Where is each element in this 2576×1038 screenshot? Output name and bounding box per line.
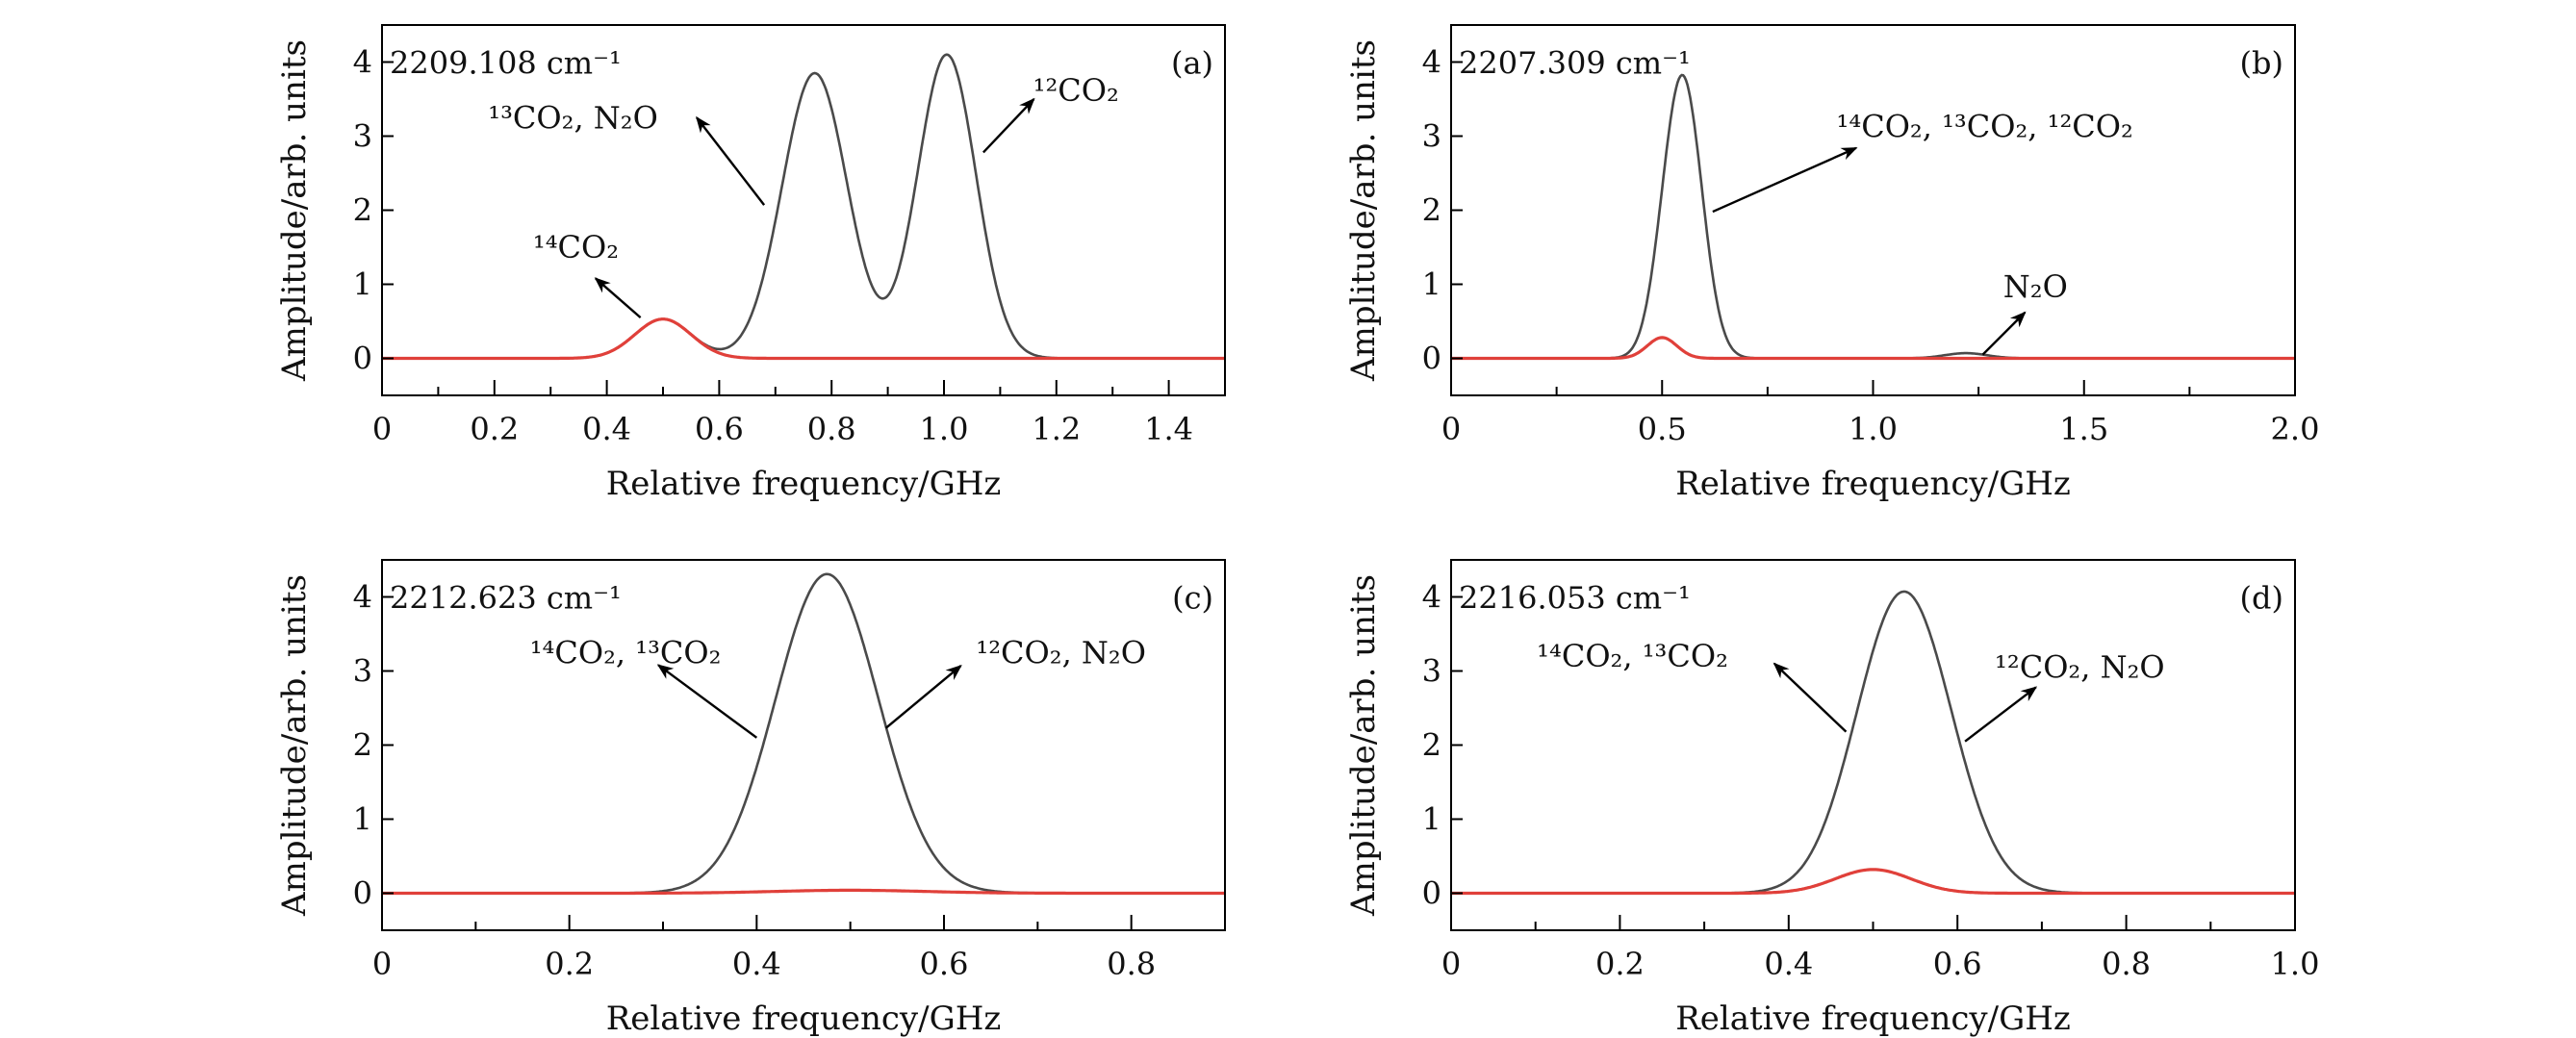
annotation-label: ¹⁴CO₂, ¹³CO₂ [530, 634, 722, 671]
annotation-arrow [1773, 662, 1848, 733]
x-tick-label: 0.2 [470, 411, 519, 447]
y-tick-label: 2 [1422, 727, 1441, 764]
annotation-label: ¹⁴CO₂, ¹³CO₂ [1537, 638, 1728, 674]
x-axis-label: Relative frequency/GHz [606, 1000, 1002, 1038]
x-tick-label: 0.4 [582, 411, 631, 447]
series-line-14CO2 [382, 317, 1225, 361]
y-tick-label: 1 [1422, 266, 1441, 303]
series-line-14CO2 [382, 888, 1225, 896]
y-axis-label: Amplitude/arb. units [1344, 574, 1383, 917]
y-tick-label: 1 [353, 801, 372, 838]
x-tick-label: 1.0 [1849, 411, 1898, 447]
y-tick-label: 4 [353, 44, 372, 81]
y-tick-label: 0 [353, 341, 372, 377]
panel-label: (a) [1171, 45, 1213, 82]
y-tick-label: 1 [1422, 801, 1441, 838]
x-axis-label: Relative frequency/GHz [1675, 465, 2071, 503]
x-tick-label: 1.0 [920, 411, 969, 447]
y-tick-label: 4 [1422, 579, 1441, 616]
y-tick-label: 2 [353, 727, 372, 764]
annotation-label: N₂O [2003, 268, 2068, 305]
annotation-label: ¹⁴CO₂ [533, 229, 619, 266]
y-tick-label: 3 [353, 653, 372, 690]
y-tick-label: 0 [1422, 875, 1441, 912]
panel-label: (b) [2240, 45, 2283, 82]
panel-a: 0 0.2 0.4 0.6 0.8 1.0 1.2 1.4 0 1 2 3 4 Relative freq… [275, 24, 1226, 503]
wavenumber-label: 2209.108 cm⁻¹ [390, 45, 622, 82]
series-line-total [382, 572, 1225, 895]
panel-d: 0 0.2 0.4 0.6 0.8 1.0 0 1 2 3 4 Relative frequency/… [1344, 559, 2320, 1038]
annotation-arrow [1981, 311, 2027, 356]
x-tick-label: 0.4 [1764, 946, 1813, 982]
panel-c: 0 0.2 0.4 0.6 0.8 0 1 2 3 4 Relative frequency/GHz… [275, 559, 1226, 1038]
annotation-arrow [982, 97, 1035, 154]
annotation-arrow [1712, 146, 1858, 214]
x-tick-label: 0.6 [1933, 946, 1982, 982]
x-tick-label: 0.8 [807, 411, 856, 447]
x-tick-label: 0.6 [920, 946, 969, 982]
y-axis-label: Amplitude/arb. units [275, 574, 314, 917]
annotation-label: ¹²CO₂, N₂O [976, 634, 1146, 671]
panel-b: 0 0.5 1.0 1.5 2.0 0 1 2 3 4 Relative frequency/GHz… [1344, 24, 2320, 503]
y-axis-label: Amplitude/arb. units [1344, 39, 1383, 382]
y-tick-label: 3 [353, 118, 372, 155]
annotation-label: ¹²CO₂ [1033, 72, 1119, 109]
x-tick-label: 1.5 [2059, 411, 2108, 447]
y-axis-label: Amplitude/arb. units [275, 39, 314, 382]
x-tick-label: 0 [372, 946, 392, 982]
x-tick-label: 1.4 [1144, 411, 1193, 447]
y-tick-label: 1 [353, 266, 372, 303]
y-tick-label: 3 [1422, 118, 1441, 155]
annotation-arrow [884, 665, 962, 729]
series-line-14CO2 [1451, 868, 2295, 896]
annotation-label: ¹³CO₂, N₂O [488, 99, 658, 136]
x-tick-label: 1.0 [2271, 946, 2320, 982]
wavenumber-label: 2216.053 cm⁻¹ [1459, 580, 1691, 617]
x-tick-label: 0.5 [1638, 411, 1687, 447]
y-tick-label: 0 [1422, 341, 1441, 377]
annotation-label: ¹²CO₂, N₂O [1995, 649, 2165, 686]
annotation-arrow [594, 277, 642, 319]
x-tick-label: 0 [1441, 411, 1461, 447]
y-tick-label: 4 [353, 579, 372, 616]
y-tick-label: 2 [1422, 192, 1441, 229]
x-tick-label: 0.8 [2102, 946, 2151, 982]
x-tick-label: 0 [1441, 946, 1461, 982]
y-tick-label: 0 [353, 875, 372, 912]
y-tick-label: 3 [1422, 653, 1441, 690]
y-tick-label: 4 [1422, 44, 1441, 81]
y-tick-label: 2 [353, 192, 372, 229]
wavenumber-label: 2212.623 cm⁻¹ [390, 580, 622, 617]
x-tick-label: 0.6 [695, 411, 744, 447]
wavenumber-label: 2207.309 cm⁻¹ [1459, 45, 1691, 82]
panel-label: (d) [2240, 580, 2283, 617]
series-line-14CO2 [1451, 336, 2295, 361]
x-tick-label: 0.2 [1595, 946, 1645, 982]
x-axis-label: Relative frequency/GHz [606, 465, 1002, 503]
annotation-label: ¹⁴CO₂, ¹³CO₂, ¹²CO₂ [1837, 108, 2133, 144]
panel-label: (c) [1172, 580, 1213, 617]
annotation-arrow [696, 115, 766, 206]
annotation-arrow [1964, 686, 2038, 743]
series-line-total [1451, 590, 2295, 895]
x-tick-label: 2.0 [2271, 411, 2320, 447]
x-axis-label: Relative frequency/GHz [1675, 1000, 2071, 1038]
x-tick-label: 0 [372, 411, 392, 447]
x-tick-label: 0.2 [545, 946, 594, 982]
x-tick-label: 0.8 [1107, 946, 1156, 982]
x-tick-label: 0.4 [732, 946, 781, 982]
x-tick-label: 1.2 [1032, 411, 1081, 447]
annotation-arrow [656, 664, 758, 739]
